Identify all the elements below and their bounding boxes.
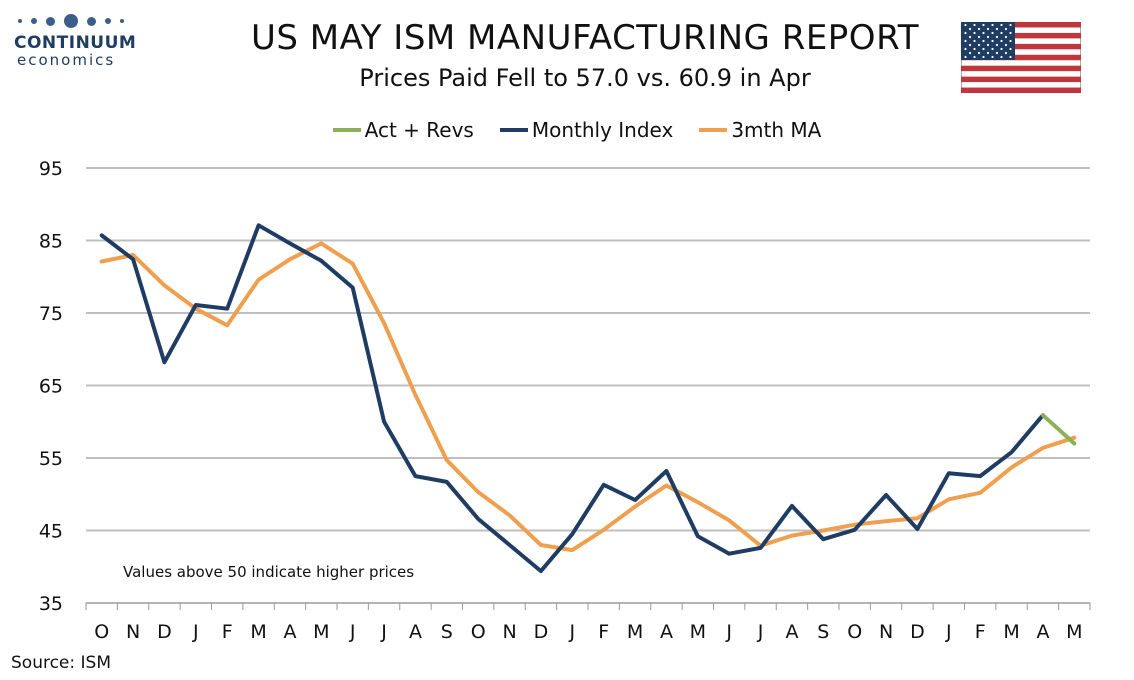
y-tick-label: 35 (39, 593, 63, 615)
x-tick-label: O (471, 621, 486, 643)
x-tick-label: J (725, 621, 732, 643)
chart-title: US MAY ISM MANUFACTURING REPORT (251, 18, 919, 58)
y-tick-label: 55 (39, 448, 63, 470)
y-tick-label: 85 (39, 231, 63, 253)
x-tick-label: M (313, 621, 329, 643)
legend-swatch-monthly-index (499, 128, 528, 132)
logo-dots-icon (14, 14, 134, 28)
y-tick-label: 75 (39, 303, 63, 325)
y-tick-label: 95 (39, 158, 63, 180)
legend-label-act-revs: Act + Revs (364, 118, 474, 142)
x-tick-label: S (441, 621, 453, 643)
chart-legend: Act + Revs Monthly Index 3mth MA (0, 118, 1134, 142)
x-tick-label: D (534, 621, 549, 643)
us-flag-icon (961, 22, 1081, 93)
legend-swatch-act-revs (332, 128, 361, 132)
x-tick-label: M (250, 621, 266, 643)
x-tick-label: M (1003, 621, 1019, 643)
continuum-economics-logo: CONTINUUM economics (14, 14, 137, 69)
x-tick-label: J (349, 621, 356, 643)
x-tick-label: J (945, 621, 952, 643)
series-line-monthly-index (99, 223, 1045, 574)
legend-item-monthly-index: Monthly Index (499, 118, 674, 142)
x-tick-label: A (660, 621, 673, 643)
x-tick-label: M (690, 621, 706, 643)
x-tick-label: N (502, 621, 516, 643)
x-tick-label: J (380, 621, 387, 643)
logo-sub-text: economics (17, 51, 116, 69)
x-tick-label: A (409, 621, 422, 643)
chart-annotation: Values above 50 indicate higher prices (123, 563, 415, 581)
legend-label-monthly-index: Monthly Index (531, 118, 674, 142)
x-tick-label: J (757, 621, 764, 643)
x-tick-label: N (879, 621, 893, 643)
x-tick-label: A (1036, 621, 1049, 643)
x-tick-label: N (126, 621, 140, 643)
series-line-3mth-ma (99, 241, 1077, 553)
x-tick-label: F (222, 621, 233, 643)
x-tick-label: O (94, 621, 109, 643)
x-tick-label: A (785, 621, 798, 643)
x-tick-label: M (1066, 621, 1082, 643)
x-tick-label: A (283, 621, 296, 643)
chart-subtitle: Prices Paid Fell to 57.0 vs. 60.9 in Apr (359, 64, 811, 92)
y-tick-label: 45 (39, 521, 63, 543)
logo-main-text: CONTINUUM (14, 33, 137, 53)
source-note: Source: ISM (11, 653, 111, 673)
legend-label-3mth-ma: 3mth MA (731, 118, 822, 142)
legend-item-act-revs: Act + Revs (332, 118, 474, 142)
x-tick-label: O (847, 621, 862, 643)
x-tick-label: F (598, 621, 609, 643)
x-tick-label: D (910, 621, 925, 643)
y-tick-label: 65 (39, 376, 63, 398)
x-tick-label: D (157, 621, 172, 643)
x-tick-label: J (569, 621, 576, 643)
x-tick-label: J (192, 621, 199, 643)
x-tick-label: S (817, 621, 829, 643)
series-line-act-revs (1040, 413, 1077, 446)
legend-swatch-3mth-ma (699, 128, 728, 132)
x-tick-label: M (627, 621, 643, 643)
x-tick-label: F (975, 621, 986, 643)
legend-item-3mth-ma: 3mth MA (699, 118, 821, 142)
